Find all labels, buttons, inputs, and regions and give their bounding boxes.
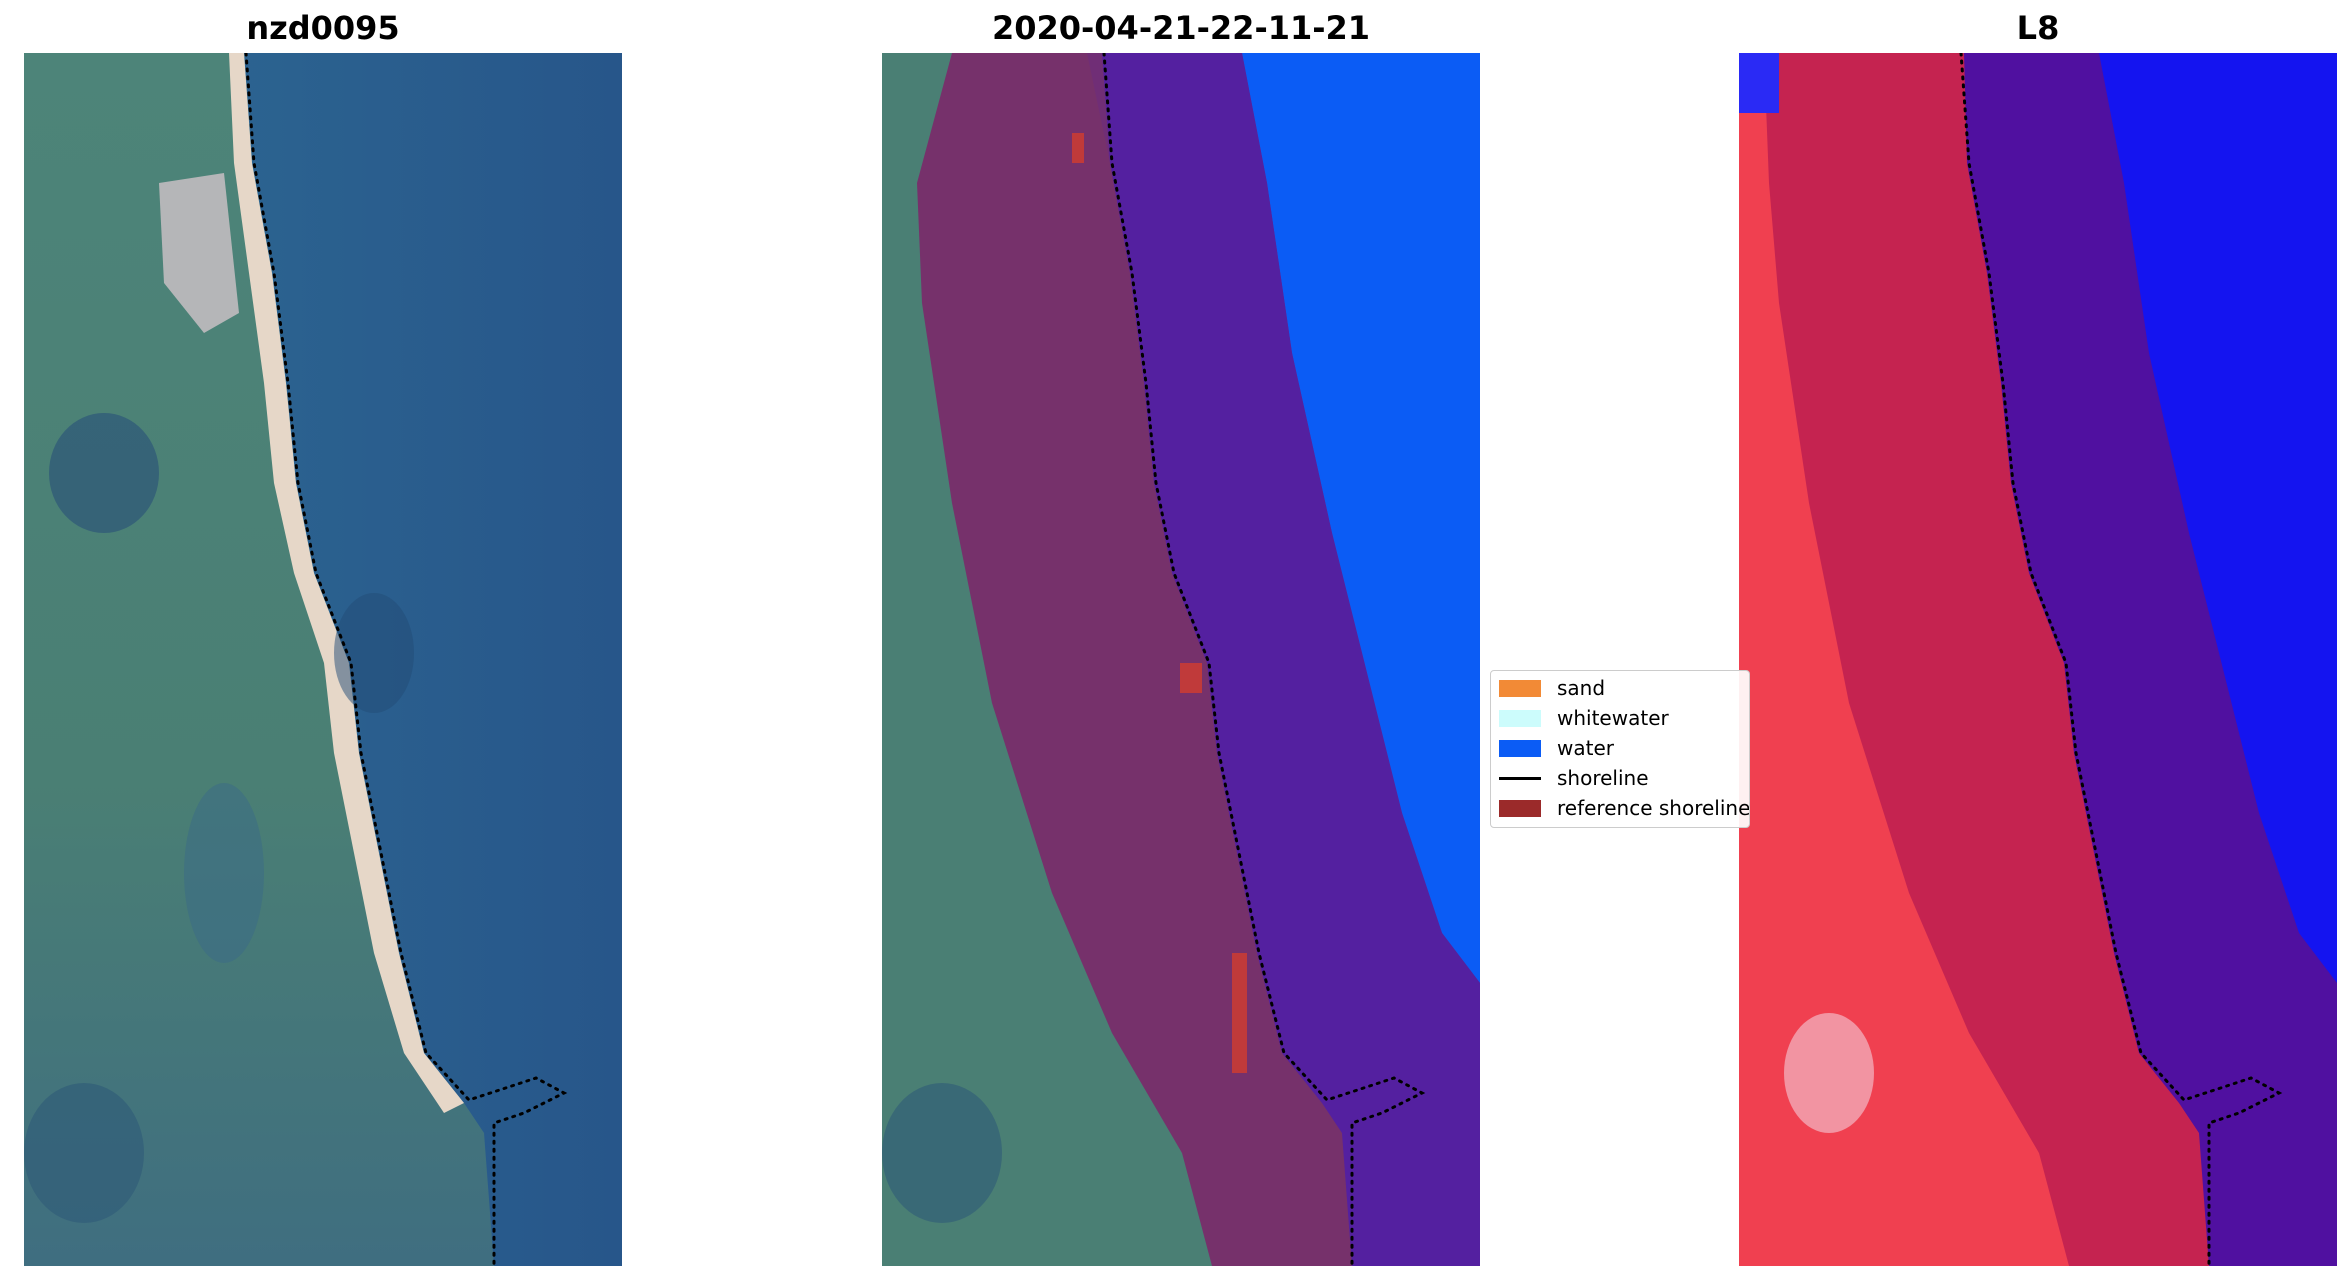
panel-title-image-id: nzd0095 <box>246 9 400 47</box>
shoreline-contour <box>1959 53 2283 1266</box>
legend-item-sand: sand <box>1499 674 1605 702</box>
dark-vegetation-patch <box>882 1083 1002 1223</box>
legend-label-water: water <box>1557 736 1614 760</box>
shoreline-contour <box>244 53 568 1266</box>
reference-shoreline-marker <box>1232 953 1247 1073</box>
water-within-buffer <box>1102 53 1480 1266</box>
dark-vegetation-patch <box>49 413 159 533</box>
legend-item-whitewater: whitewater <box>1499 704 1669 732</box>
legend-label-shoreline: shoreline <box>1557 766 1649 790</box>
bright-land-patch <box>1784 1013 1874 1133</box>
spectral-index-image <box>1739 53 2337 1266</box>
reference-shoreline-marker <box>1180 663 1202 693</box>
dark-vegetation-patch <box>24 1083 144 1223</box>
classification-legend: sand whitewater water shoreline referenc… <box>1490 670 1750 828</box>
index-water-corner <box>1739 53 1779 113</box>
index-buffer-land <box>1764 53 2209 1266</box>
rgb-satellite-image <box>24 53 622 1266</box>
land-area <box>24 53 494 1266</box>
legend-swatch-reference-shoreline <box>1499 799 1541 817</box>
legend-item-water: water <box>1499 734 1614 762</box>
legend-label-sand: sand <box>1557 676 1606 700</box>
legend-swatch-water <box>1499 739 1541 757</box>
legend-line-shoreline <box>1499 776 1541 780</box>
reference-shoreline-marker <box>1072 133 1084 163</box>
legend-item-reference-shoreline: reference shoreline <box>1499 794 1750 822</box>
shoreline-contour <box>1102 53 1426 1266</box>
dark-vegetation-patch <box>184 783 264 963</box>
legend-label-reference-shoreline: reference shoreline <box>1557 796 1750 820</box>
legend-swatch-whitewater <box>1499 709 1541 727</box>
index-buffer-water <box>1964 53 2337 1266</box>
classified-image <box>882 53 1480 1266</box>
sand-flat <box>159 173 239 333</box>
legend-swatch-sand <box>1499 679 1541 697</box>
panel-title-satellite: L8 <box>2016 9 2060 47</box>
legend-item-shoreline: shoreline <box>1499 764 1649 792</box>
panel-title-date: 2020-04-21-22-11-21 <box>991 9 1371 47</box>
legend-label-whitewater: whitewater <box>1557 706 1669 730</box>
